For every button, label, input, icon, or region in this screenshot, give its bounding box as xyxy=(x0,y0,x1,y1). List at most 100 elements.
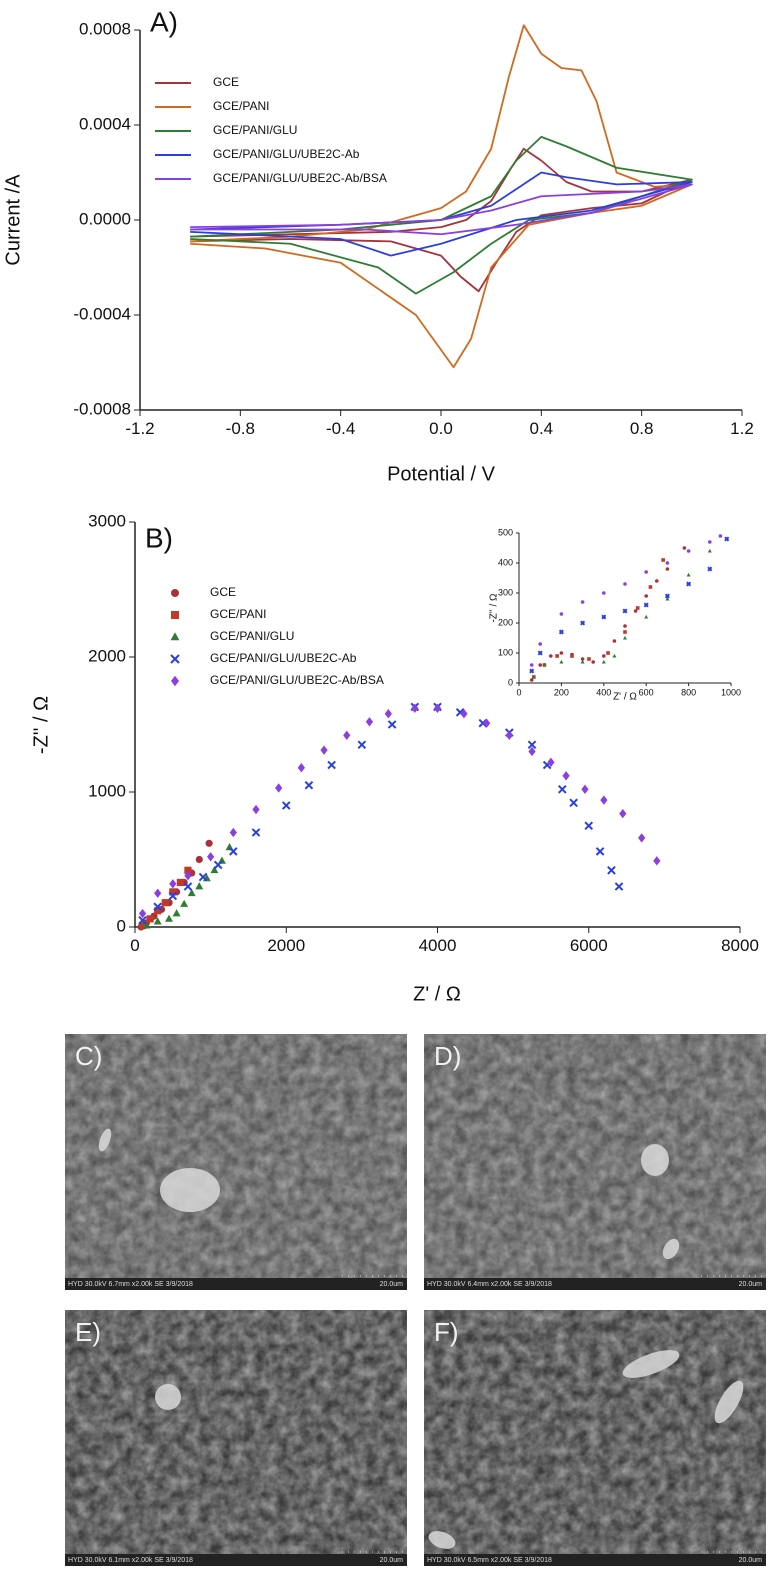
x-tick-label: 0.4 xyxy=(530,419,554,438)
marker xyxy=(195,882,204,890)
legend-label: GCE/PANI/GLU/UBE2C-Ab/BSA xyxy=(210,673,384,687)
marker-stroke xyxy=(529,668,535,674)
sem-particle xyxy=(622,1350,680,1378)
marker xyxy=(591,660,595,664)
marker xyxy=(170,632,180,641)
sem-scale: 20.0um xyxy=(380,1281,404,1288)
sem-particle xyxy=(714,1380,744,1424)
info-bar xyxy=(65,1554,407,1566)
marker xyxy=(142,921,151,929)
marker xyxy=(187,888,196,897)
marker-stroke xyxy=(580,620,586,626)
marker xyxy=(433,703,442,713)
y-tick-label: 2000 xyxy=(88,646,126,665)
marker xyxy=(559,659,564,664)
marker xyxy=(161,899,169,907)
marker xyxy=(633,609,638,613)
x-tick-label: 400 xyxy=(596,688,611,698)
marker-stroke xyxy=(327,760,336,770)
marker xyxy=(198,872,208,882)
marker xyxy=(460,709,468,719)
marker xyxy=(483,718,491,728)
y-tick-label: 3000 xyxy=(88,511,126,530)
legend-label: GCE xyxy=(213,75,239,89)
marker xyxy=(251,828,261,837)
x-tick-label: -0.8 xyxy=(226,419,255,438)
panel-label: E) xyxy=(75,1317,101,1347)
marker-stroke xyxy=(153,902,162,912)
marker xyxy=(602,591,606,595)
marker xyxy=(612,639,617,643)
marker-stroke xyxy=(527,740,537,750)
marker xyxy=(205,839,213,847)
sem-particle xyxy=(662,1238,680,1260)
marker xyxy=(555,654,559,658)
y-tick-label: 500 xyxy=(498,527,513,537)
marker xyxy=(644,614,649,619)
marker-stroke xyxy=(557,784,567,794)
marker xyxy=(664,593,670,599)
marker xyxy=(357,740,367,750)
legend-label: GCE/PANI/GLU/UBE2C-Ab/BSA xyxy=(213,171,387,185)
marker xyxy=(138,915,147,925)
marker-stroke xyxy=(387,720,397,729)
marker xyxy=(195,855,203,864)
marker-stroke xyxy=(138,915,147,925)
marker xyxy=(601,659,606,664)
marker xyxy=(304,780,314,790)
marker xyxy=(686,549,691,553)
marker xyxy=(411,703,419,713)
panel-label: A) xyxy=(150,6,178,37)
legend-label: GCE/PANI xyxy=(213,99,269,113)
y-axis-label: Current /A xyxy=(2,174,24,266)
marker-stroke xyxy=(251,828,261,837)
marker-stroke xyxy=(183,882,193,891)
sem-scale: 20.0um xyxy=(739,1557,763,1564)
marker xyxy=(724,536,730,542)
marker xyxy=(529,678,534,682)
x-axis-label: Z' / Ω xyxy=(413,983,461,1005)
panel-label: F) xyxy=(434,1317,459,1347)
marker xyxy=(365,717,374,727)
marker xyxy=(281,801,291,810)
marker-stroke xyxy=(198,872,208,882)
marker-stroke xyxy=(229,847,238,856)
x-axis-label: Potential / V xyxy=(387,463,496,485)
marker xyxy=(184,871,192,881)
marker-stroke xyxy=(614,882,624,891)
legend-label: GCE/PANI/GLU/UBE2C-Ab xyxy=(210,651,357,665)
marker-stroke xyxy=(595,847,605,856)
marker xyxy=(612,653,617,658)
marker-stroke xyxy=(707,566,713,572)
sem-texture xyxy=(65,1310,407,1554)
x-tick-label: 2000 xyxy=(267,936,305,955)
marker xyxy=(602,654,606,658)
cv-curve xyxy=(190,24,693,369)
marker-stroke xyxy=(537,650,543,656)
marker xyxy=(580,620,586,626)
marker xyxy=(213,860,223,870)
marker xyxy=(665,567,670,571)
marker xyxy=(623,624,627,628)
marker xyxy=(207,852,215,862)
marker xyxy=(707,548,712,553)
x-tick-label: -0.4 xyxy=(326,419,355,438)
marker xyxy=(547,757,555,767)
sem-scale: 20.0um xyxy=(380,1557,404,1564)
marker xyxy=(707,566,713,572)
marker-stroke xyxy=(357,740,367,750)
panel-label: C) xyxy=(75,1041,102,1071)
marker-stroke xyxy=(601,614,607,620)
marker xyxy=(665,596,670,601)
marker xyxy=(529,668,535,674)
marker xyxy=(661,558,665,562)
legend-label: GCE/PANI/GLU xyxy=(213,123,297,137)
x-tick-label: 800 xyxy=(681,688,696,698)
marker-stroke xyxy=(168,891,178,901)
marker xyxy=(600,795,608,805)
marker-stroke xyxy=(584,821,594,831)
marker xyxy=(638,833,646,843)
marker-stroke xyxy=(213,860,223,870)
y-tick-label: 0.0008 xyxy=(79,19,131,38)
marker xyxy=(154,888,162,898)
